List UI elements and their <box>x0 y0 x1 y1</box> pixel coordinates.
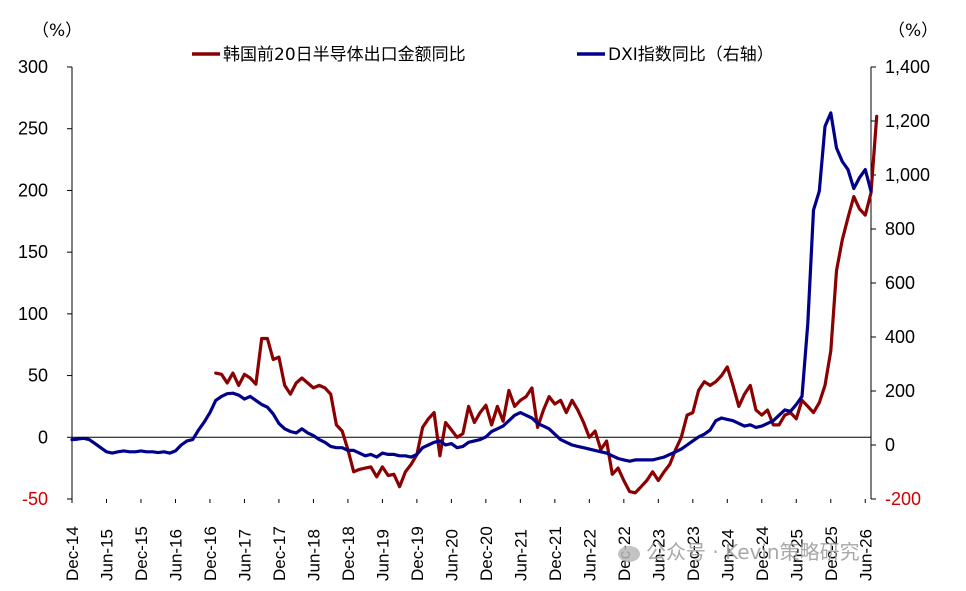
series-line-1 <box>214 114 879 495</box>
x-tick-label: Dec-15 <box>132 526 151 581</box>
x-tick-label: Dec-18 <box>339 526 358 581</box>
legend-label-1: 韩国前20日半导体出口金额同比 <box>223 45 466 65</box>
x-tick-label: Dec-25 <box>822 526 841 581</box>
right-tick-label: 800 <box>885 219 915 239</box>
left-tick-label: 300 <box>18 57 48 77</box>
x-tick-label: Dec-19 <box>408 526 427 581</box>
x-tick-label: Jun-24 <box>718 529 737 581</box>
x-tick-label: Dec-20 <box>477 526 496 581</box>
right-tick-label: 0 <box>885 435 895 455</box>
left-tick-label: 250 <box>18 119 48 139</box>
left-tick-label: 50 <box>28 366 48 386</box>
series-line-2 <box>70 111 873 463</box>
legend: 韩国前20日半导体出口金额同比 DXI指数同比（右轴） <box>192 45 774 65</box>
right-tick-label: 200 <box>885 381 915 401</box>
x-tick-label: Jun-17 <box>235 529 254 581</box>
x-tick-label: Dec-17 <box>270 526 289 581</box>
left-tick-label: 100 <box>18 304 48 324</box>
x-tick-label: Jun-22 <box>580 529 599 581</box>
x-tick-label: Jun-21 <box>511 529 530 581</box>
left-tick-label: -50 <box>22 489 48 509</box>
left-tick-label: 0 <box>38 427 48 447</box>
x-tick-label: Dec-23 <box>684 526 703 581</box>
x-tick-label: Jun-20 <box>442 529 461 581</box>
x-tick-label: Jun-16 <box>166 529 185 581</box>
wechat-icon <box>618 545 640 562</box>
watermark-text: 公众号 · Kevin策略研究 <box>646 540 860 564</box>
right-tick-label: 1,400 <box>885 57 930 77</box>
axes: （%） （%） 300 250 200 150 100 50 0 -50 1,400 1,200 1,0… <box>18 21 938 581</box>
right-tick-label: 600 <box>885 273 915 293</box>
x-tick-label: Dec-21 <box>546 526 565 581</box>
right-tick-label: 1,000 <box>885 165 930 185</box>
x-tick-label: Dec-16 <box>201 526 220 581</box>
x-tick-label: Jun-25 <box>787 529 806 581</box>
series-lines <box>70 111 879 495</box>
x-tick-label: Jun-18 <box>304 529 323 581</box>
x-tick-label: Dec-14 <box>63 526 82 581</box>
left-axis-unit: （%） <box>32 21 82 41</box>
x-tick-label: Jun-26 <box>856 529 875 581</box>
left-tick-label: 200 <box>18 180 48 200</box>
legend-label-2: DXI指数同比（右轴） <box>608 45 774 65</box>
x-tick-label: Dec-24 <box>753 526 772 581</box>
right-tick-label: 1,200 <box>885 111 930 131</box>
right-axis-unit: （%） <box>888 21 938 41</box>
right-tick-label: 400 <box>885 327 915 347</box>
watermark: 公众号 · Kevin策略研究 <box>618 536 860 565</box>
right-tick-label: -200 <box>885 489 921 509</box>
x-tick-label: Jun-23 <box>649 529 668 581</box>
x-tick-label: Jun-19 <box>373 529 392 581</box>
x-tick-label: Jun-15 <box>97 529 116 581</box>
left-tick-label: 150 <box>18 242 48 262</box>
